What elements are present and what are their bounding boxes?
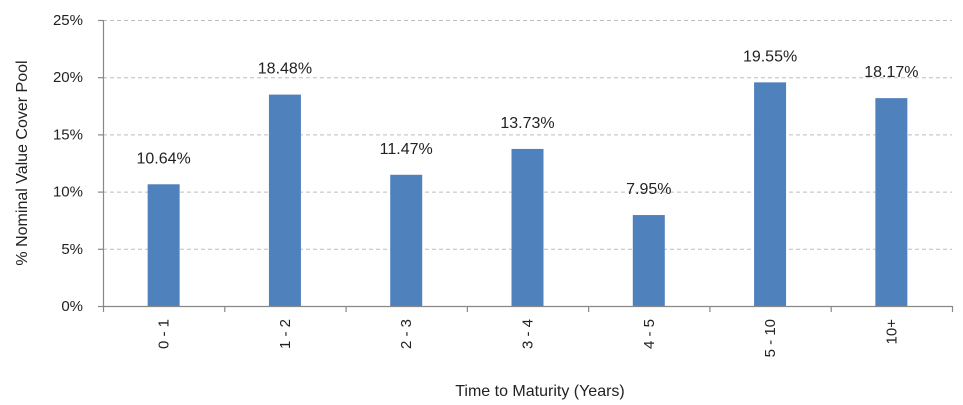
data-label: 18.17% [864, 64, 918, 81]
y-tick-label: 20% [53, 69, 83, 86]
data-labels: 10.64% 18.48% 11.47% 13.73% 7.95% 19.55% 18.17… [137, 48, 919, 198]
y-tick-label: 25% [53, 12, 83, 29]
x-tick-label: 3 - 4 [520, 319, 537, 349]
x-tick-label: 5 - 10 [762, 319, 779, 357]
data-label: 10.64% [137, 150, 191, 167]
data-label: 7.95% [626, 181, 671, 198]
x-tick-label: 4 - 5 [641, 319, 658, 349]
data-label: 18.48% [258, 61, 312, 78]
y-tick-label: 10% [53, 184, 83, 201]
bar [511, 148, 544, 306]
y-axis-title: % Nominal Value Cover Pool [14, 60, 31, 265]
axes [98, 19, 954, 312]
bars [147, 82, 908, 307]
y-tick-label: 15% [53, 126, 83, 143]
x-tick-label: 0 - 1 [156, 319, 173, 349]
y-tick-label: 0% [61, 298, 83, 315]
y-tick-labels: 0% 5% 10% 15% 20% 25% [53, 12, 83, 315]
bar [754, 82, 787, 307]
y-tick-label: 5% [61, 241, 83, 258]
x-tick-labels: 0 - 1 1 - 2 2 - 3 3 - 4 4 - 5 5 - 10 10+ [156, 319, 901, 358]
x-axis-title: Time to Maturity (Years) [455, 383, 625, 400]
bar [390, 174, 423, 306]
bar [268, 94, 301, 306]
bar [875, 98, 908, 307]
x-tick-label: 2 - 3 [398, 319, 415, 349]
data-label: 19.55% [743, 48, 797, 65]
bar [147, 184, 180, 306]
x-tick-label: 1 - 2 [277, 319, 294, 349]
x-tick-label: 10+ [883, 319, 900, 345]
bar [632, 215, 665, 306]
data-label: 13.73% [500, 115, 554, 132]
gridlines [103, 20, 952, 250]
data-label: 11.47% [380, 141, 433, 158]
